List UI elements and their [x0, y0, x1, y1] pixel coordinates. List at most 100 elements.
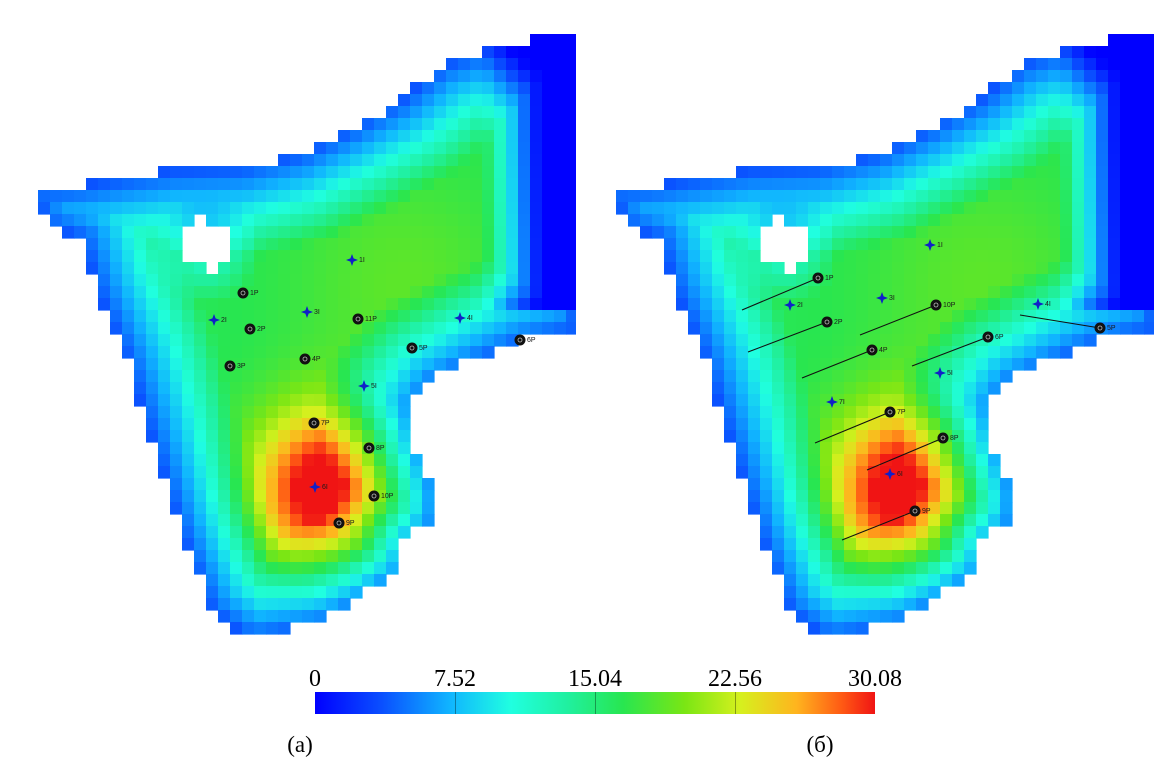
- heatmap-cell: [688, 250, 701, 263]
- heatmap-cell: [314, 226, 327, 239]
- heatmap-cell: [880, 430, 893, 443]
- injector-well-marker: 3I: [301, 306, 320, 318]
- heatmap-cell: [230, 238, 243, 251]
- heatmap-cell: [542, 166, 555, 179]
- heatmap-cell: [110, 178, 123, 191]
- heatmap-cell: [146, 214, 159, 227]
- heatmap-cell: [530, 118, 543, 131]
- heatmap-cell: [1108, 322, 1121, 335]
- heatmap-cell: [254, 502, 267, 515]
- heatmap-cell: [446, 202, 459, 215]
- heatmap-cell: [362, 502, 375, 515]
- well-label: 5I: [947, 370, 953, 377]
- heatmap-cell: [1096, 214, 1109, 227]
- heatmap-cell: [940, 298, 953, 311]
- heatmap-cell: [206, 358, 219, 371]
- heatmap-cell: [832, 466, 845, 479]
- heatmap-cell: [446, 298, 459, 311]
- heatmap-cell: [916, 550, 929, 563]
- heatmap-cell: [230, 514, 243, 527]
- heatmap-cell: [688, 238, 701, 251]
- heatmap-cell: [760, 526, 773, 539]
- heatmap-cell: [122, 202, 135, 215]
- heatmap-cell: [916, 346, 929, 359]
- heatmap-cell: [928, 466, 941, 479]
- heatmap-cell: [386, 550, 399, 563]
- heatmap-cell: [844, 490, 857, 503]
- heatmap-cell: [832, 226, 845, 239]
- heatmap-cell: [194, 178, 207, 191]
- heatmap-cell: [410, 358, 423, 371]
- heatmap-cell: [940, 418, 953, 431]
- heatmap-cell: [1060, 226, 1073, 239]
- heatmap-cell: [808, 286, 821, 299]
- heatmap-cell: [1060, 202, 1073, 215]
- heatmap-cell: [374, 538, 387, 551]
- heatmap-cell: [158, 166, 171, 179]
- heatmap-cell: [278, 202, 291, 215]
- heatmap-cell: [952, 514, 965, 527]
- heatmap-cell: [398, 430, 411, 443]
- heatmap-cell: [808, 334, 821, 347]
- heatmap-cell: [1096, 70, 1109, 83]
- well-label: 3I: [889, 295, 895, 302]
- heatmap-cell: [868, 358, 881, 371]
- heatmap-cell: [1000, 226, 1013, 239]
- heatmap-cell: [988, 490, 1001, 503]
- heatmap-cell: [410, 382, 423, 395]
- heatmap-cell: [904, 394, 917, 407]
- injector-star-icon: [884, 468, 896, 480]
- heatmap-cell: [422, 514, 435, 527]
- heatmap-cell: [904, 526, 917, 539]
- heatmap-cell: [410, 514, 423, 527]
- heatmap-cell: [796, 190, 809, 203]
- heatmap-cell: [530, 82, 543, 95]
- heatmap-cell: [772, 394, 785, 407]
- heatmap-cell: [146, 178, 159, 191]
- heatmap-cell: [844, 406, 857, 419]
- heatmap-cell: [98, 226, 111, 239]
- heatmap-cell: [446, 178, 459, 191]
- heatmap-cell: [266, 274, 279, 287]
- heatmap-cell: [302, 178, 315, 191]
- producer-well-marker: 4P: [299, 353, 321, 365]
- heatmap-cell: [230, 502, 243, 515]
- heatmap-cell: [1084, 322, 1097, 335]
- heatmap-cell: [832, 442, 845, 455]
- heatmap-cell: [1036, 82, 1049, 95]
- heatmap-cell: [1132, 202, 1145, 215]
- heatmap-cell: [808, 550, 821, 563]
- heatmap-cell: [530, 262, 543, 275]
- heatmap-cell: [170, 190, 183, 203]
- heatmap-cell: [266, 406, 279, 419]
- heatmap-cell: [302, 262, 315, 275]
- heatmap-cell: [1120, 190, 1133, 203]
- heatmap-cell: [518, 190, 531, 203]
- heatmap-cell: [964, 418, 977, 431]
- heatmap-cell: [242, 274, 255, 287]
- heatmap-cell: [820, 502, 833, 515]
- heatmap-cell: [724, 310, 737, 323]
- heatmap-cell: [892, 502, 905, 515]
- heatmap-cell: [892, 598, 905, 611]
- heatmap-cell: [1144, 226, 1154, 239]
- heatmap-cell: [952, 490, 965, 503]
- heatmap-cell: [494, 226, 507, 239]
- heatmap-cell: [182, 406, 195, 419]
- heatmap-cell: [688, 298, 701, 311]
- heatmap-cell: [374, 238, 387, 251]
- heatmap-cell: [856, 538, 869, 551]
- heatmap-cell: [820, 382, 833, 395]
- heatmap-cell: [290, 574, 303, 587]
- heatmap-cell: [952, 226, 965, 239]
- heatmap-cell: [218, 394, 231, 407]
- heatmap-cell: [302, 322, 315, 335]
- heatmap-cell: [434, 178, 447, 191]
- heatmap-cell: [230, 586, 243, 599]
- heatmap-cell: [326, 334, 339, 347]
- heatmap-cell: [1048, 94, 1061, 107]
- heatmap-cell: [338, 562, 351, 575]
- heatmap-cell: [1024, 250, 1037, 263]
- heatmap-cell: [470, 178, 483, 191]
- heatmap-cell: [530, 34, 543, 47]
